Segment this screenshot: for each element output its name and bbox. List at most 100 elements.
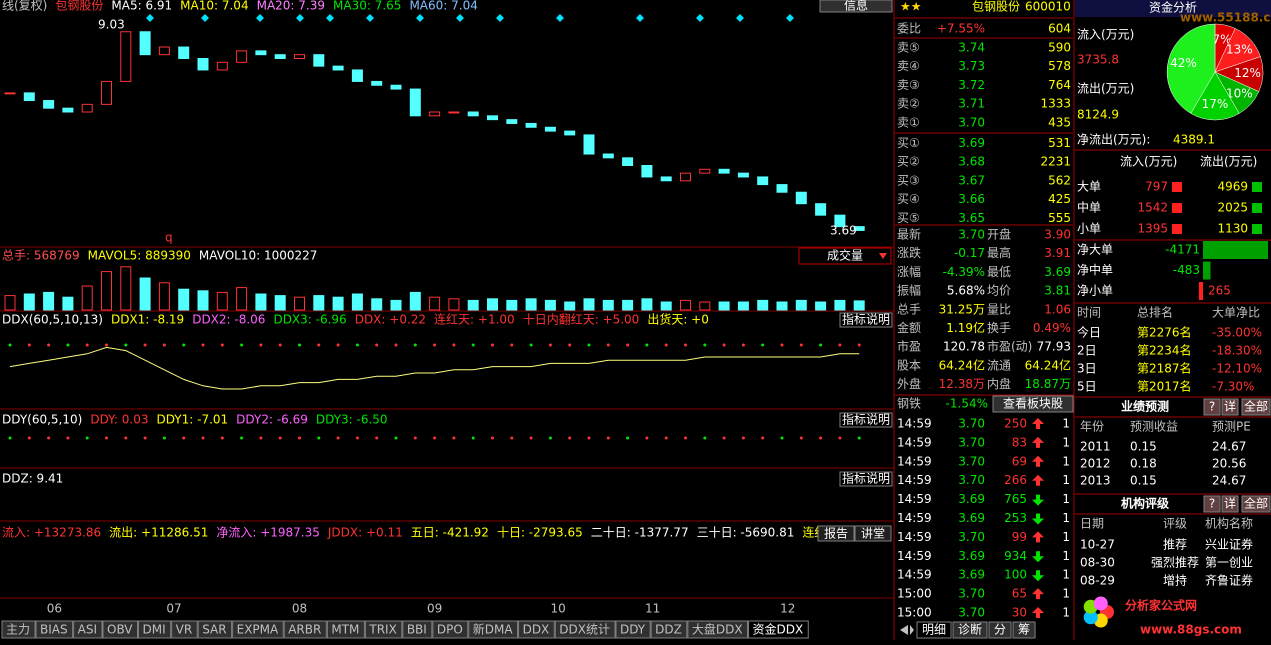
section-button[interactable] [1221,495,1239,513]
signal-dot [684,343,687,347]
indicator-tab[interactable] [171,620,198,639]
indicator-tab[interactable] [232,620,284,639]
section-button[interactable] [1203,495,1221,513]
watermark: www.55188.com [1180,11,1271,25]
indicator-tab[interactable] [518,620,555,639]
indicator-tab-label: BIAS [40,623,68,637]
candle [120,31,132,82]
stat-label: 市盈 [897,339,921,354]
info-button[interactable] [819,0,893,13]
volume-bar [158,282,170,311]
indicator-tab[interactable] [1,620,36,639]
stock-title: 包钢股份 [972,0,1020,14]
tick-arrow [1032,531,1044,543]
indicator-tab[interactable] [283,620,327,639]
volume-bar [429,296,441,311]
signal-dot [8,436,12,440]
tick-arrow [1032,570,1044,582]
indicator-tab[interactable] [364,620,403,639]
section-button-label: ? [1209,497,1215,511]
indicator-tab[interactable] [326,620,365,639]
quote-tab[interactable] [1012,621,1036,639]
volume-bar [564,301,576,311]
indicator-button[interactable] [839,471,893,487]
stat-label: 流通 [987,358,1011,372]
indicator-tab[interactable] [432,620,469,639]
tick-count: 1 [1062,549,1070,563]
signal-dot [278,343,282,347]
signal-dot [259,343,263,347]
book-label: 买⑤ [897,211,920,225]
indicator-tab[interactable] [35,620,74,639]
legend-swatch [1252,224,1262,234]
pie-label: 13% [1226,43,1253,57]
tick-arrow [1032,455,1044,467]
signal-diamond [696,14,704,22]
quote-tab[interactable] [988,621,1012,639]
signal-dot [124,343,128,347]
table-cell: 5日 [1077,380,1097,394]
dropdown-label: 成交量 [827,248,863,263]
indicator-tab[interactable] [554,620,616,639]
indicator-tab[interactable] [468,620,519,639]
indicator-tab[interactable] [687,620,749,639]
section-button[interactable] [1241,495,1271,513]
logo-petal [1093,596,1108,611]
tick-price: 3.69 [958,492,985,506]
book-volume: 604 [1048,22,1071,36]
flow-button[interactable] [817,525,855,542]
candle [757,176,769,186]
signal-dot [375,343,379,347]
book-label: 买① [897,136,920,150]
indicator-tab[interactable] [73,620,103,639]
volume-bar [737,301,749,311]
indicator-tab[interactable] [197,620,233,639]
indicator-tab[interactable] [402,620,433,639]
net-bar [1198,282,1203,300]
candle [853,226,865,231]
candle [641,164,653,178]
volume-bar [101,271,112,311]
candle [313,54,325,67]
table-cell: 2011 [1080,440,1111,454]
indicator-tab[interactable] [748,620,809,639]
table-cell: 0.18 [1130,457,1157,471]
row-label: 净中单 [1077,262,1113,277]
book-volume: 764 [1048,78,1071,92]
tick-count: 1 [1062,454,1070,468]
volume-bar [699,301,711,311]
quote-tab[interactable] [916,621,952,639]
signal-dot [761,436,765,440]
book-volume: 2231 [1040,155,1071,169]
indicator-header: 流出: +11286.51 [109,526,208,540]
indicator-tab[interactable] [615,620,651,639]
stat-label: 内盘 [987,376,1011,391]
indicator-button[interactable] [839,312,893,328]
signal-dot [162,436,166,440]
flow-button-label: 报告 [824,526,848,541]
indicator-tab-label: OBV [107,623,133,637]
signal-dot [413,436,417,440]
indicator-tab-label: ARBR [288,623,321,637]
indicator-button[interactable] [839,412,893,428]
section-button[interactable] [1221,398,1239,416]
legend-swatch [1172,203,1182,213]
signal-dot [220,436,224,440]
table-cell: 增持 [1163,573,1187,588]
indicator-tab[interactable] [650,620,688,639]
signal-dot [548,343,552,347]
indicator-tab[interactable] [102,620,139,639]
dropdown[interactable] [798,247,892,265]
signal-dot [413,343,417,347]
table-cell: 0.15 [1130,440,1157,454]
indicator-header: DDY2: -6.69 [236,413,308,427]
quote-tab[interactable] [952,621,988,639]
flow-button[interactable] [854,525,892,542]
volume-bar [506,299,518,311]
indicator-header: DDX2: -8.06 [192,313,265,327]
section-button[interactable] [1203,398,1221,416]
signal-dot [471,436,475,440]
indicator-tab[interactable] [138,620,172,639]
section-button[interactable] [1241,398,1271,416]
sector-button[interactable] [992,395,1074,413]
